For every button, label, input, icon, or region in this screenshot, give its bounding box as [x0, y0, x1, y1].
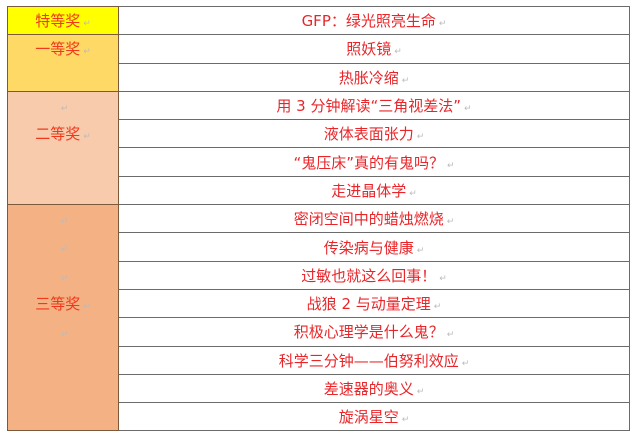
item-title: 照妖镜 [346, 40, 392, 59]
table-row: 热胀冷缩 ↵ [8, 62, 630, 92]
category-label: 一等奖 [35, 40, 81, 59]
item-title: 密闭空间中的蜡烛燃烧 [293, 210, 444, 229]
item-title: 走进晶体学 [331, 181, 407, 200]
award-item: “鬼压床”真的有鬼吗？ ↵ [118, 147, 630, 177]
category-label: 二等奖 [35, 125, 81, 144]
award-item: 差速器的奥义 ↵ [118, 373, 630, 404]
award-item: 科学三分钟——伯努利效应 ↵ [118, 345, 630, 375]
item-title: GFP：绿光照亮生命 [301, 12, 436, 31]
award-category-special: 特等奖 ↵ [7, 5, 119, 36]
award-category-second: ↵ 二等奖 ↵ [7, 90, 119, 206]
item-title: 过敏也就这么回事！ [301, 266, 437, 285]
item-title: 用 3 分钟解读“三角视差法” [276, 97, 462, 116]
award-item: 照妖镜 ↵ [118, 34, 630, 64]
award-item: 过敏也就这么回事！ ↵ [118, 260, 630, 290]
table-row: 走进晶体学 ↵ [8, 175, 630, 206]
table-row: 特等奖 ↵ GFP：绿光照亮生命 ↵ [7, 5, 630, 36]
item-title: 液体表面张力 [323, 125, 414, 144]
award-item: 液体表面张力 ↵ [118, 119, 630, 149]
item-title: 科学三分钟——伯努利效应 [278, 351, 459, 370]
awards-table: 特等奖 ↵ GFP：绿光照亮生命 ↵ 一等奖 ↵ 照妖镜 ↵ 热胀冷缩 ↵ ↵ 二等奖 ↵ 用… [7, 5, 630, 432]
table-row: 一等奖 ↵ 照妖镜 ↵ [7, 34, 630, 92]
item-title: 旋涡星空 [338, 408, 399, 427]
award-item: 旋涡星空 ↵ [118, 402, 630, 432]
category-label: 特等奖 [35, 12, 81, 31]
item-title: “鬼压床”真的有鬼吗？ [293, 153, 444, 172]
award-item: GFP：绿光照亮生命 ↵ [118, 5, 630, 36]
award-category-third: ↵ ↵ ↵ 三等奖 ↵ ↵ [7, 204, 119, 432]
item-title: 积极心理学是什么鬼？ [293, 323, 444, 342]
table-row: 液体表面张力 ↵ [8, 119, 630, 149]
award-item: 热胀冷缩 ↵ [118, 62, 630, 92]
table-row: 科学三分钟——伯努利效应 ↵ [8, 345, 630, 375]
award-item: 传染病与健康 ↵ [118, 232, 630, 262]
item-title: 差速器的奥义 [323, 380, 414, 398]
table-row: ↵ ↵ ↵ 三等奖 ↵ ↵ 密闭空间中的蜡烛燃烧 ↵ [7, 204, 630, 432]
award-item: 密闭空间中的蜡烛燃烧 ↵ [118, 204, 630, 234]
award-item: 战狼 2 与动量定理 ↵ [118, 288, 630, 319]
table-row: ↵ 二等奖 ↵ 用 3 分钟解读“三角视差法” ↵ [7, 90, 630, 206]
award-item: 积极心理学是什么鬼？ ↵ [118, 317, 630, 347]
award-item: 用 3 分钟解读“三角视差法” ↵ [118, 90, 630, 121]
table-row: 旋涡星空 ↵ [8, 402, 630, 432]
award-category-first: 一等奖 ↵ [7, 34, 119, 92]
table-row: 差速器的奥义 ↵ [8, 373, 630, 404]
item-title: 战狼 2 与动量定理 [306, 295, 431, 314]
award-item: 走进晶体学 ↵ [118, 175, 630, 206]
item-title: 热胀冷缩 [338, 68, 399, 87]
category-label: 三等奖 [35, 294, 81, 313]
item-title: 传染病与健康 [323, 238, 414, 257]
